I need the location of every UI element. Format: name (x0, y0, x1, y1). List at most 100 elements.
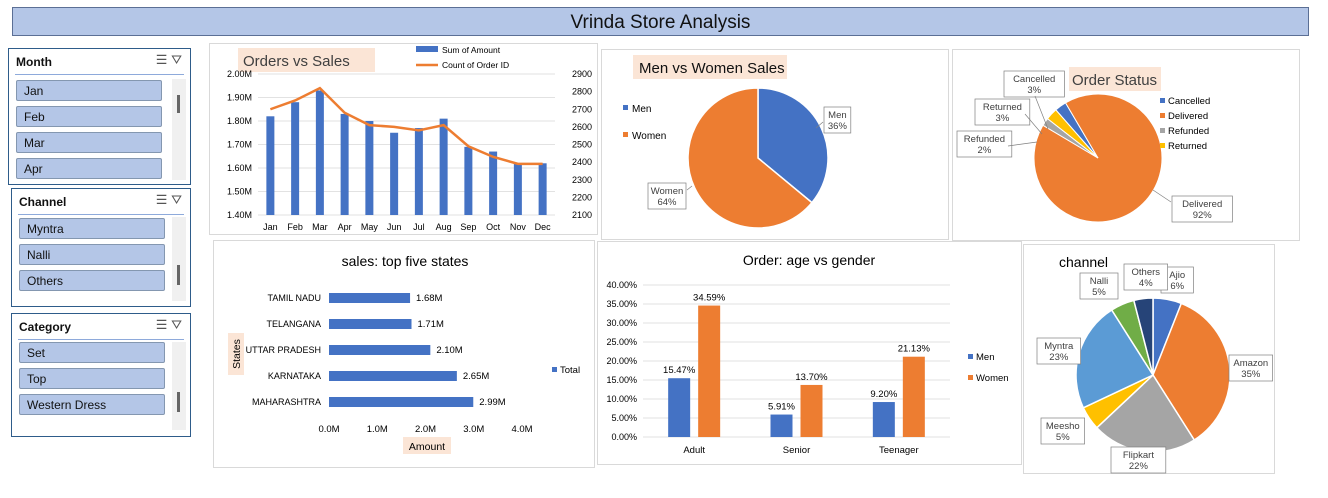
legend-swatch (552, 367, 557, 372)
data-label: 5% (1056, 432, 1070, 443)
slicer-title: Category (19, 320, 72, 334)
x-tick-label: Dec (535, 222, 552, 232)
clear-filter-icon[interactable]: ⛛ (171, 52, 182, 67)
orders-vs-sales-panel[interactable]: Orders vs Sales 2.00M 1.90M 1.80M 1.70M 1.60M… (209, 43, 598, 235)
leader-line (1034, 95, 1049, 130)
age-vs-gender-panel[interactable]: Order: age vs gender 40.00% 35.00% 30.00% 25… (597, 241, 1022, 465)
data-label-box (1040, 417, 1085, 445)
slicer-scrollbar[interactable] (172, 217, 186, 301)
x-tick-label: 2.0M (415, 424, 436, 435)
data-label-box (1036, 337, 1081, 365)
data-label-box (1171, 195, 1233, 223)
slicer-item-top[interactable]: Top (19, 368, 165, 389)
y-left-tick-label: 1.70M (227, 140, 252, 150)
data-label: 5% (1092, 287, 1106, 298)
data-label: Cancelled (1013, 74, 1055, 85)
chart-title: sales: top five states (342, 253, 469, 269)
legend-swatch (1160, 143, 1165, 148)
slicer-title: Channel (19, 195, 67, 209)
slicer-item-set[interactable]: Set (19, 342, 165, 363)
leader-line (686, 185, 693, 191)
bar (464, 146, 473, 215)
y-tick-label: 40.00% (606, 280, 637, 290)
data-label: 4% (1139, 278, 1153, 289)
y-tick-label: 0.00% (611, 432, 637, 442)
pie-slice (687, 87, 813, 229)
legend-swatch (1160, 128, 1165, 133)
data-label: Women (651, 186, 684, 197)
order-status-panel[interactable]: Order Status Cancelled Delivered Refunded Re… (952, 49, 1300, 241)
bar (329, 397, 474, 407)
legend-swatch (1160, 113, 1165, 118)
chart-title: Men vs Women Sales (639, 60, 785, 77)
y-right-tick-label: 2900 (572, 69, 592, 79)
x-tick-label: Jul (413, 222, 425, 232)
legend-label: Delivered (1168, 111, 1208, 122)
multi-select-icon[interactable]: ☰ (155, 52, 168, 67)
channel-slicer[interactable]: Channel ☰ ⛛ Myntra Nalli Others (11, 188, 191, 307)
slicer-scrollbar[interactable] (172, 79, 186, 180)
leader-line (815, 121, 824, 129)
category-slicer[interactable]: Category ☰ ⛛ Set Top Western Dress (11, 313, 191, 437)
slicer-item-nalli[interactable]: Nalli (19, 244, 165, 265)
leader-line (1152, 189, 1172, 203)
bar (902, 356, 925, 437)
data-label: 2.10M (436, 345, 462, 356)
slicer-item-feb[interactable]: Feb (16, 106, 162, 127)
data-label: 23% (1049, 352, 1069, 363)
slicer-item-jan[interactable]: Jan (16, 80, 162, 101)
data-label: Others (1132, 267, 1161, 278)
data-label: 1.68M (416, 293, 442, 304)
leader-line (1007, 141, 1038, 147)
bar (329, 319, 412, 329)
data-label-box (647, 182, 687, 210)
pie-slice (1132, 297, 1154, 376)
slicer-item-myntra[interactable]: Myntra (19, 218, 165, 239)
slicer-item-others[interactable]: Others (19, 270, 165, 291)
y-right-tick-label: 2100 (572, 210, 592, 220)
slicer-title: Month (16, 55, 52, 69)
men-vs-women-panel[interactable]: Men vs Women Sales Men Women Men 36% Women 64% (601, 49, 949, 240)
data-label: 15.47% (663, 365, 696, 376)
data-label: 35% (1241, 369, 1261, 380)
bar (668, 378, 691, 437)
data-label: Men (828, 110, 846, 121)
chart-title: Order Status (1072, 72, 1157, 89)
top-states-panel[interactable]: sales: top five states TAMIL NADU 1.68M TEL… (213, 240, 595, 468)
bar (390, 132, 399, 215)
data-label-box (1123, 263, 1168, 291)
age-vs-gender-chart: Order: age vs gender 40.00% 35.00% 30.00% 25… (606, 252, 1008, 456)
bar (770, 414, 793, 437)
legend-swatch (1160, 98, 1165, 103)
slicer-item-mar[interactable]: Mar (16, 132, 162, 153)
legend-label: Total (560, 365, 580, 376)
multi-select-icon[interactable]: ☰ (155, 317, 168, 332)
clear-filter-icon[interactable]: ⛛ (171, 317, 182, 332)
bar (266, 116, 275, 215)
legend-label: Women (632, 131, 666, 142)
legend-label: Count of Order ID (442, 60, 509, 70)
multi-select-icon[interactable]: ☰ (155, 192, 168, 207)
slicer-scrollbar[interactable] (172, 342, 186, 430)
slicer-item-western-dress[interactable]: Western Dress (19, 394, 165, 415)
top-states-chart: sales: top five states TAMIL NADU 1.68M TEL… (228, 253, 580, 454)
x-tick-label: 0.0M (318, 424, 339, 435)
data-label: Meesho (1046, 421, 1080, 432)
clear-filter-icon[interactable]: ⛛ (171, 192, 182, 207)
legend-swatch (968, 375, 973, 380)
bar (439, 118, 448, 215)
channel-panel[interactable]: channel Ajio 6% Amazon 35% Flipkart 22% Meesho 5… (1023, 244, 1275, 474)
month-slicer[interactable]: Month ☰ ⛛ Jan Feb Mar Apr (8, 48, 191, 185)
x-tick-label: Feb (287, 222, 303, 232)
y-left-tick-label: 1.80M (227, 116, 252, 126)
x-tick-label: Adult (683, 445, 705, 456)
chart-title-bg (633, 55, 787, 79)
y-right-tick-label: 2700 (572, 104, 592, 114)
data-label: 5.91% (768, 402, 795, 413)
slicer-item-apr[interactable]: Apr (16, 158, 162, 179)
y-left-tick-label: 2.00M (227, 69, 252, 79)
legend-label: Men (632, 104, 651, 115)
data-label: Amazon (1233, 358, 1268, 369)
legend-swatch-bar (416, 46, 438, 52)
data-label: 36% (828, 121, 848, 132)
